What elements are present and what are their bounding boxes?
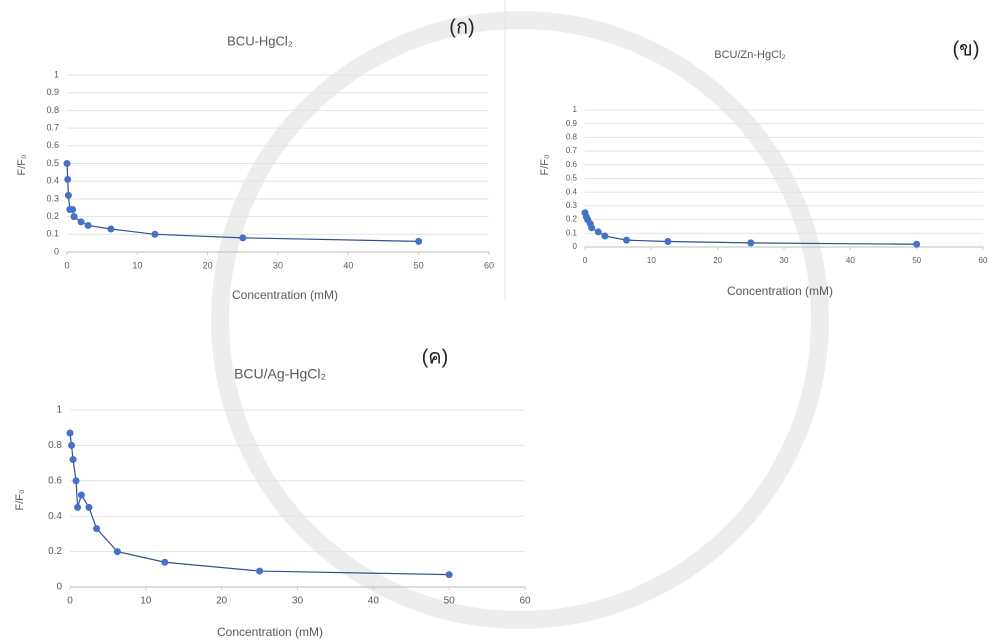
x-axis-label: Concentration (mM) xyxy=(727,284,833,298)
y-axis-label: F/F₀ xyxy=(16,154,28,175)
data-point xyxy=(72,477,80,485)
x-tick-label: 0 xyxy=(64,260,69,270)
data-point xyxy=(107,225,115,233)
data-point xyxy=(69,456,77,464)
y-tick-label: 0.7 xyxy=(46,122,59,132)
data-point xyxy=(415,237,423,245)
x-tick-label: 60 xyxy=(979,256,988,265)
y-tick-label: 0 xyxy=(56,582,62,593)
data-point xyxy=(64,191,72,199)
data-point xyxy=(601,232,609,240)
y-tick-label: 0.5 xyxy=(566,174,578,183)
data-point xyxy=(113,548,121,556)
data-point xyxy=(93,525,101,533)
data-point xyxy=(622,236,630,244)
y-tick-label: 1 xyxy=(54,69,59,79)
x-tick-label: 50 xyxy=(444,596,456,607)
data-point xyxy=(445,571,453,579)
y-tick-label: 0.9 xyxy=(46,87,59,97)
data-point xyxy=(747,239,755,247)
data-point xyxy=(913,240,921,248)
y-tick-label: 0.8 xyxy=(48,440,62,451)
y-tick-label: 0.2 xyxy=(46,211,59,221)
data-point xyxy=(256,567,264,575)
data-point xyxy=(69,206,77,214)
panel-label: (ค) xyxy=(422,346,449,368)
data-point xyxy=(588,224,596,232)
x-tick-label: 60 xyxy=(519,596,531,607)
x-tick-label: 10 xyxy=(647,256,656,265)
y-axis-label: F/F₀ xyxy=(539,154,551,175)
x-tick-label: 50 xyxy=(912,256,921,265)
watermark xyxy=(211,11,829,629)
data-point xyxy=(77,218,85,226)
y-tick-label: 0.8 xyxy=(46,105,59,115)
x-tick-label: 30 xyxy=(292,596,304,607)
data-point xyxy=(63,160,71,167)
data-point xyxy=(239,234,247,242)
x-tick-label: 10 xyxy=(132,260,142,270)
y-tick-label: 0.6 xyxy=(48,475,62,486)
chart-title: BCU/Ag-HgCl₂ xyxy=(234,366,326,382)
x-tick-label: 40 xyxy=(343,260,353,270)
data-point xyxy=(77,491,85,499)
chart-title: BCU/Zn-HgCl₂ xyxy=(714,49,786,61)
x-tick-label: 0 xyxy=(583,256,588,265)
y-tick-label: 0.6 xyxy=(566,160,578,169)
y-tick-label: 0.4 xyxy=(566,187,578,196)
x-tick-label: 30 xyxy=(273,260,283,270)
data-point xyxy=(85,503,93,511)
y-tick-label: 0.4 xyxy=(46,176,59,186)
data-point xyxy=(68,441,76,449)
x-tick-label: 20 xyxy=(216,596,228,607)
y-axis-label: F/F₀ xyxy=(14,489,26,510)
y-tick-label: 0.9 xyxy=(566,119,578,128)
data-point xyxy=(594,228,602,236)
y-tick-label: 0.6 xyxy=(46,140,59,150)
x-tick-label: 60 xyxy=(484,260,494,270)
data-point xyxy=(70,213,78,221)
y-tick-label: 0.5 xyxy=(46,158,59,168)
y-tick-label: 0.2 xyxy=(566,215,578,224)
y-tick-label: 0.2 xyxy=(48,546,62,557)
x-tick-label: 50 xyxy=(414,260,424,270)
x-tick-label: 20 xyxy=(713,256,722,265)
x-tick-label: 0 xyxy=(67,596,73,607)
x-tick-label: 10 xyxy=(140,596,152,607)
y-tick-label: 0.3 xyxy=(566,201,578,210)
y-tick-label: 0.1 xyxy=(46,229,59,239)
panel-label: (ก) xyxy=(449,16,474,38)
data-point xyxy=(74,503,82,511)
y-tick-label: 0.1 xyxy=(566,228,578,237)
data-point xyxy=(161,558,169,566)
panel-label: (ข) xyxy=(953,38,980,60)
y-tick-label: 0.8 xyxy=(566,133,578,142)
x-tick-label: 40 xyxy=(368,596,380,607)
chart-title: BCU-HgCl₂ xyxy=(227,33,293,48)
y-tick-label: 1 xyxy=(573,105,578,114)
data-point xyxy=(151,230,159,238)
x-tick-label: 40 xyxy=(846,256,855,265)
x-tick-label: 20 xyxy=(203,260,213,270)
x-tick-label: 30 xyxy=(780,256,789,265)
y-tick-label: 0.3 xyxy=(46,193,59,203)
x-axis-label: Concentration (mM) xyxy=(217,625,323,639)
x-axis-label: Concentration (mM) xyxy=(232,288,338,302)
y-tick-label: 1 xyxy=(56,405,62,416)
y-tick-label: 0.4 xyxy=(48,511,62,522)
y-tick-label: 0.7 xyxy=(566,146,578,155)
data-point xyxy=(64,175,72,183)
y-tick-label: 0 xyxy=(573,242,578,251)
data-point xyxy=(664,238,672,246)
data-point xyxy=(66,429,74,437)
data-point xyxy=(84,221,92,229)
y-tick-label: 0 xyxy=(54,246,59,256)
